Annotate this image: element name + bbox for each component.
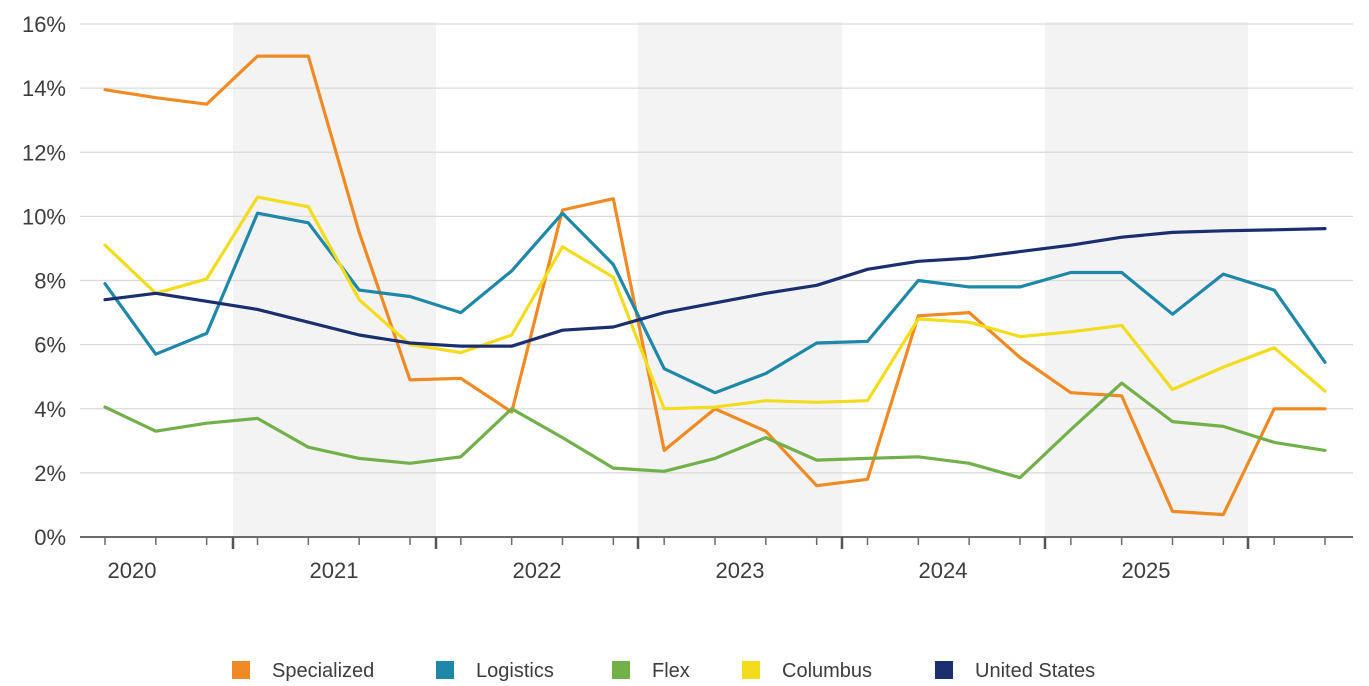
year-band-1 (638, 22, 842, 537)
year-band-0 (233, 22, 436, 537)
x-axis: 2020 2021 2022 2023 2024 2025 (104, 537, 1326, 583)
y-tick-label: 6% (34, 333, 66, 358)
legend-label: Flex (652, 660, 690, 682)
legend-swatch (232, 661, 250, 679)
y-tick-label: 8% (34, 269, 66, 294)
legend-item: United States (935, 660, 1095, 682)
x-tick-label: 2020 (108, 558, 157, 583)
x-tick-label: 2024 (919, 558, 968, 583)
series-line-columbus (103, 195, 1327, 411)
legend-label: Logistics (476, 660, 554, 682)
gridlines (80, 23, 1353, 538)
legend-swatch (612, 661, 630, 679)
series-line-specialized (103, 54, 1327, 517)
x-tick-label: 2021 (310, 558, 359, 583)
legend-swatch (436, 661, 454, 679)
series-line-united-states (103, 227, 1327, 348)
legend-item: Logistics (436, 660, 554, 682)
legend-item: Specialized (232, 660, 374, 682)
legend-swatch (935, 661, 953, 679)
series-line-logistics (103, 211, 1327, 395)
y-tick-label: 0% (34, 525, 66, 550)
legend-swatch (742, 661, 760, 679)
y-tick-label: 14% (22, 76, 66, 101)
legend: Specialized Logistics Flex Columbus United S… (232, 660, 1095, 682)
y-tick-label: 12% (22, 140, 66, 165)
y-tick-label: 16% (22, 12, 66, 37)
legend-item: Columbus (742, 660, 872, 682)
y-tick-label: 10% (22, 204, 66, 229)
x-tick-label: 2023 (716, 558, 765, 583)
x-tick-label: 2022 (513, 558, 562, 583)
legend-label: Columbus (782, 660, 872, 682)
legend-item: Flex (612, 660, 690, 682)
legend-label: United States (975, 660, 1095, 682)
x-tick-label: 2025 (1122, 558, 1171, 583)
y-axis-tick-labels: 0% 2% 4% 6% 8% 10% 12% 14% 16% (22, 12, 66, 550)
y-tick-label: 4% (34, 397, 66, 422)
legend-label: Specialized (272, 660, 374, 682)
y-tick-label: 2% (34, 461, 66, 486)
series-lines (103, 54, 1327, 517)
series-line-flex (103, 381, 1327, 480)
